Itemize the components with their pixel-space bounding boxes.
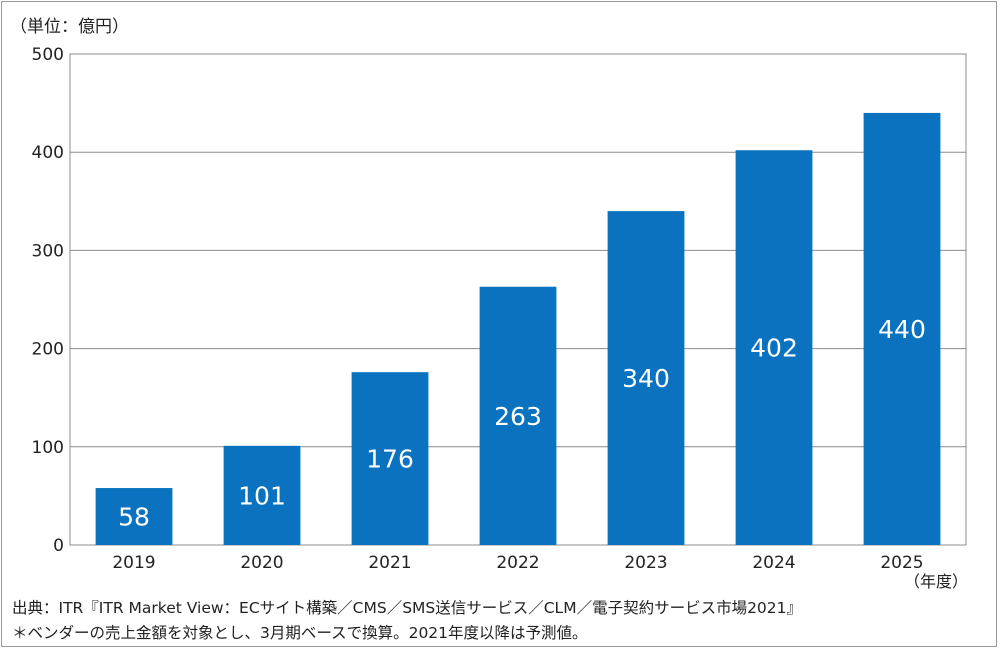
bar-2022 xyxy=(479,286,557,545)
data-label: 263 xyxy=(494,402,542,431)
data-label: 58 xyxy=(118,503,150,532)
y-tick-label: 200 xyxy=(32,340,64,360)
y-tick-label: 300 xyxy=(32,241,64,261)
y-tick-label: 500 xyxy=(32,45,64,65)
x-tick-label: 2024 xyxy=(752,553,795,573)
y-tick-label: 100 xyxy=(32,438,64,458)
data-label: 440 xyxy=(878,315,926,344)
data-label: 402 xyxy=(750,334,798,363)
x-tick-label: 2025 xyxy=(880,553,923,573)
y-unit-label: （単位：億円） xyxy=(10,17,129,37)
source-note: 出典：ITR『ITR Market View：ECサイト構築／CMS／SMS送信… xyxy=(12,599,803,617)
notes: 出典：ITR『ITR Market View：ECサイト構築／CMS／SMS送信… xyxy=(12,596,802,646)
footnote: ＊ベンダーの売上金額を対象とし、3月期ベースで換算。2021年度以降は予測値。 xyxy=(12,624,588,642)
x-tick-label: 2020 xyxy=(240,553,283,573)
x-tick-label: 2019 xyxy=(112,553,155,573)
bar-2019 xyxy=(95,488,173,545)
bar-2023 xyxy=(607,211,685,545)
y-tick-label: 400 xyxy=(32,143,64,163)
x-tick-labels: 2019 2020 2021 2022 2023 2024 2025 xyxy=(112,553,923,573)
x-tick-label: 2021 xyxy=(368,553,411,573)
data-label: 176 xyxy=(366,445,414,474)
bars xyxy=(95,112,941,546)
y-tick-label: 0 xyxy=(53,536,64,556)
bar-2020 xyxy=(223,445,301,545)
x-tick-label: 2023 xyxy=(624,553,667,573)
bar-2024 xyxy=(735,150,813,545)
x-tick-label: 2022 xyxy=(496,553,539,573)
x-unit-label: （年度） xyxy=(904,572,968,591)
y-tick-labels: 0 100 200 300 400 500 xyxy=(32,45,64,556)
data-label: 101 xyxy=(238,481,286,510)
data-label: 340 xyxy=(622,364,670,393)
bar-2025 xyxy=(863,112,941,546)
bar-2021 xyxy=(351,372,429,545)
data-labels: 58 101 176 263 340 402 440 xyxy=(118,315,926,532)
